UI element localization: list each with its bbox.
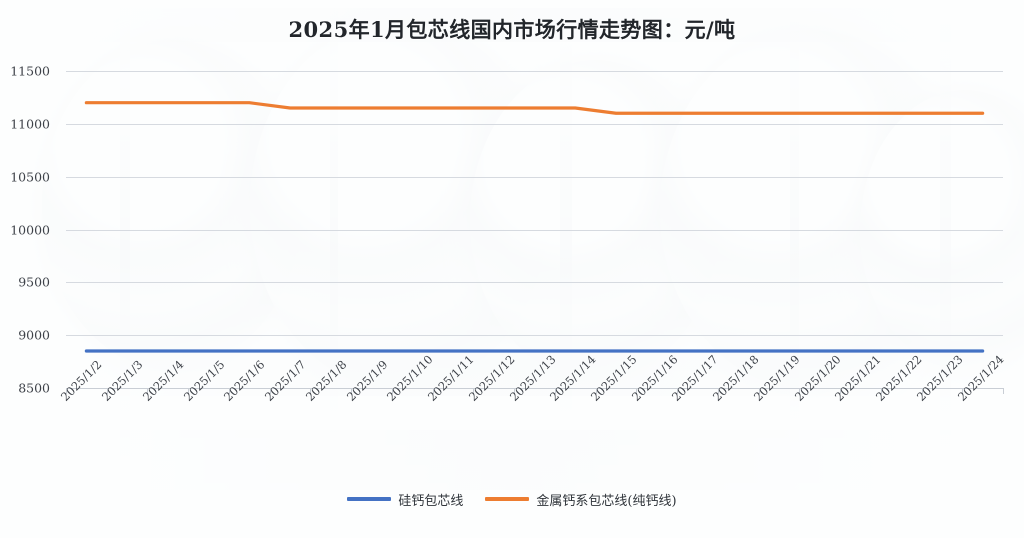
x-axis-tick <box>229 388 230 394</box>
x-axis-labels: 2025/1/2 2025/1/3 2025/1/4 2025/1/5 2025/1/6… <box>58 352 1006 474</box>
gridline <box>66 229 1003 231</box>
x-axis-tick <box>596 388 597 394</box>
chart-legend: 硅钙包芯线 金属钙系包芯线(纯钙线) <box>0 488 1024 510</box>
x-axis-tick <box>270 388 271 394</box>
x-axis-line <box>66 388 1003 389</box>
x-axis-tick <box>514 388 515 394</box>
gridline <box>66 71 1003 72</box>
y-axis-labels: 11500 11000 10500 10000 9500 9000 8500 <box>0 64 58 396</box>
x-axis-tick <box>188 388 189 394</box>
x-axis-tick <box>718 388 719 394</box>
legend-swatch-icon <box>485 497 530 501</box>
gridline <box>66 282 1003 284</box>
x-axis-tick <box>147 388 148 394</box>
gridline <box>66 335 1003 337</box>
gridline <box>66 176 1003 178</box>
x-axis-tick <box>677 388 678 394</box>
x-axis-tick <box>799 388 800 394</box>
x-axis-tick <box>473 388 474 394</box>
series-lines <box>84 101 985 353</box>
gridline <box>66 123 1003 125</box>
x-axis-tick <box>392 388 393 394</box>
x-axis-ticks <box>66 388 1004 394</box>
x-axis-tick <box>310 388 311 394</box>
y-axis-tick-label: 9000 <box>18 327 50 343</box>
y-axis-tick-label: 9500 <box>18 274 50 290</box>
x-axis-tick <box>922 388 923 394</box>
x-axis-tick <box>962 388 963 394</box>
series-line <box>84 101 985 115</box>
legend-item[interactable]: 硅钙包芯线 <box>347 490 463 509</box>
y-axis-tick-label: 11500 <box>10 63 50 79</box>
x-axis-tick <box>881 388 882 394</box>
x-axis-tick <box>1003 388 1004 394</box>
x-axis-tick <box>636 388 637 394</box>
chart-title: 2025年1月包芯线国内市场行情走势图：元/吨 <box>288 17 736 42</box>
x-axis-tick <box>555 388 556 394</box>
y-axis-tick-label: 10000 <box>10 222 50 237</box>
legend-item-label: 硅钙包芯线 <box>398 493 464 509</box>
x-axis-tick <box>107 388 108 394</box>
legend-item[interactable]: 金属钙系包芯线(纯钙线) <box>485 490 677 509</box>
x-axis-tick <box>759 388 760 394</box>
x-axis-tick <box>840 388 841 394</box>
x-axis-tick <box>351 388 352 394</box>
y-axis-tick-label: 10500 <box>10 169 50 185</box>
y-axis-tick-label: 8500 <box>18 380 50 396</box>
x-axis-tick <box>66 388 67 394</box>
legend-item-label: 金属钙系包芯线(纯钙线) <box>536 493 677 509</box>
y-axis-tick-label: 11000 <box>10 116 50 132</box>
x-axis-tick <box>433 388 434 394</box>
legend-swatch-icon <box>347 497 392 501</box>
